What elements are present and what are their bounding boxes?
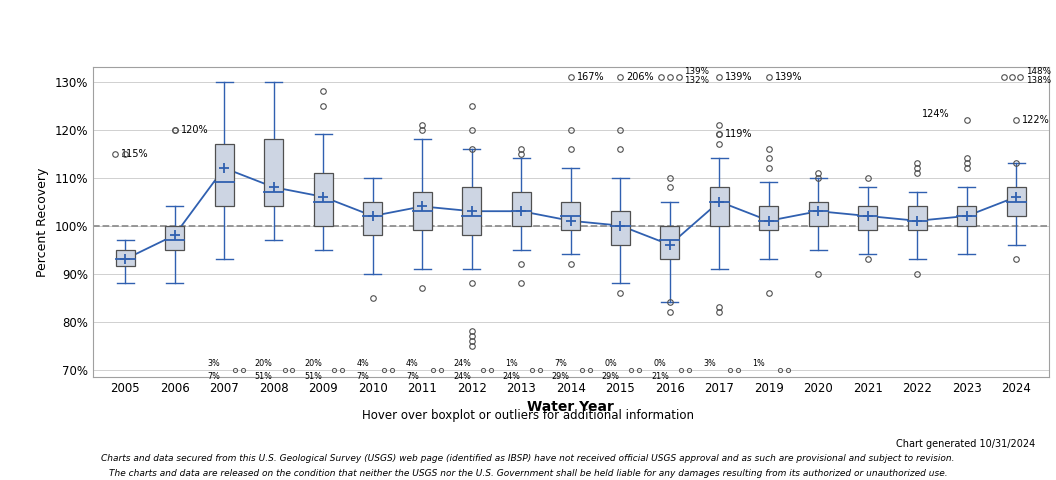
Bar [512, 192, 531, 226]
Text: 24%: 24% [503, 372, 521, 382]
Y-axis label: Percent Recovery: Percent Recovery [36, 168, 49, 276]
Bar [413, 192, 432, 230]
Bar [958, 206, 977, 226]
Text: 206%: 206% [626, 72, 654, 82]
Text: 29%: 29% [601, 372, 620, 382]
Bar [314, 173, 333, 226]
Text: 7%: 7% [554, 359, 567, 368]
Text: 119%: 119% [725, 130, 753, 139]
Bar [660, 226, 679, 259]
Text: 20%: 20% [304, 359, 322, 368]
Text: 21%: 21% [650, 372, 668, 382]
Bar [859, 206, 878, 230]
Text: Hover over boxplot or outliers for additional information: Hover over boxplot or outliers for addit… [362, 408, 694, 422]
Text: 4%: 4% [406, 359, 418, 368]
Text: The charts and data are released on the condition that neither the USGS nor the : The charts and data are released on the … [109, 469, 947, 479]
Bar [759, 206, 778, 230]
Bar [264, 139, 283, 206]
Text: 3%: 3% [703, 359, 716, 368]
Bar [214, 144, 233, 206]
Text: 0%: 0% [604, 359, 617, 368]
Text: 115%: 115% [121, 149, 149, 158]
Bar [363, 202, 382, 235]
Text: 139%: 139% [725, 72, 753, 82]
Text: 24%: 24% [453, 359, 471, 368]
Text: 1%: 1% [753, 359, 766, 368]
Text: 139%: 139% [775, 72, 803, 82]
Text: 167%: 167% [577, 72, 604, 82]
Text: 7%: 7% [208, 372, 221, 382]
Text: 7%: 7% [406, 372, 419, 382]
Bar [165, 226, 184, 250]
Bar [1007, 187, 1025, 216]
Text: 132%: 132% [683, 76, 709, 84]
Text: 7%: 7% [356, 372, 370, 382]
Text: 20%: 20% [254, 359, 272, 368]
Bar [809, 202, 828, 226]
Text: 120%: 120% [181, 125, 208, 134]
Text: 124%: 124% [922, 108, 950, 119]
Text: 0%: 0% [654, 359, 666, 368]
Bar [116, 250, 134, 266]
Text: 3%: 3% [208, 359, 221, 368]
X-axis label: Water Year: Water Year [527, 400, 615, 414]
Text: 1%: 1% [505, 359, 517, 368]
Text: 4%: 4% [357, 359, 370, 368]
Text: 122%: 122% [1022, 115, 1050, 125]
Bar [908, 206, 927, 230]
Text: 139%: 139% [683, 67, 709, 75]
Text: 24%: 24% [453, 372, 471, 382]
Bar [463, 187, 482, 235]
Bar [610, 211, 629, 245]
Text: 51%: 51% [304, 372, 322, 382]
Bar [710, 187, 729, 226]
Text: 29%: 29% [552, 372, 570, 382]
Text: 51%: 51% [254, 372, 272, 382]
Text: Charts and data secured from this U.S. Geological Survey (USGS) web page (identi: Charts and data secured from this U.S. G… [101, 454, 955, 463]
Text: 138%: 138% [1026, 76, 1052, 84]
Bar [562, 202, 580, 230]
Text: Chart generated 10/31/2024: Chart generated 10/31/2024 [895, 439, 1035, 449]
Text: 148%: 148% [1026, 67, 1052, 75]
